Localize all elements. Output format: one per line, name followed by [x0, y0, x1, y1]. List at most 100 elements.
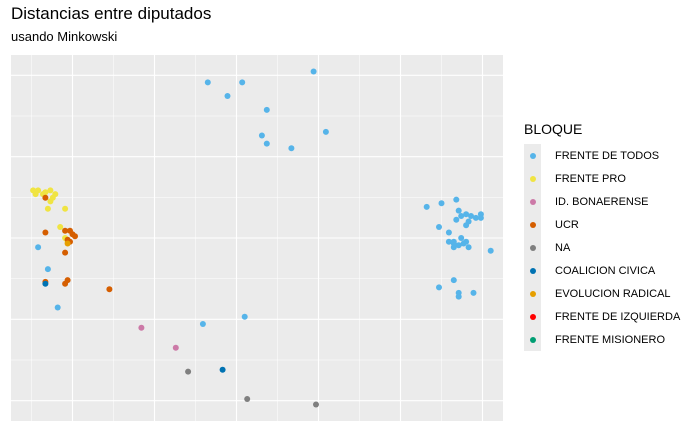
data-point	[460, 240, 467, 247]
legend-swatch	[530, 222, 536, 228]
legend-key	[524, 259, 541, 282]
data-point	[44, 266, 51, 273]
data-point	[258, 132, 265, 139]
data-point	[62, 280, 69, 287]
legend-key	[524, 167, 541, 190]
data-point	[470, 289, 477, 296]
legend: BLOQUE FRENTE DE TODOS FRENTE PRO ID. BO…	[524, 121, 680, 351]
grid-lines	[11, 55, 503, 421]
data-point	[204, 79, 211, 86]
series-ucr	[42, 194, 113, 293]
legend-item: UCR	[524, 213, 680, 236]
data-point	[42, 194, 49, 201]
series-frente-de-todos	[35, 68, 494, 327]
data-point	[453, 196, 460, 203]
data-point	[450, 277, 457, 284]
legend-swatch	[530, 199, 536, 205]
data-point	[62, 249, 69, 256]
data-point	[455, 207, 462, 214]
legend-item: FRENTE DE IZQUIERDA	[524, 305, 680, 328]
legend-label: NA	[555, 241, 571, 254]
data-point	[47, 198, 54, 205]
legend-label: ID. BONAERENSE	[555, 195, 649, 208]
data-point	[487, 247, 494, 254]
chart-title: Distancias entre diputados	[11, 4, 212, 23]
data-point	[458, 235, 465, 241]
data-point	[199, 321, 206, 327]
data-point	[313, 401, 319, 408]
series-coalicion-civica	[42, 280, 226, 373]
data-point	[42, 280, 49, 287]
data-point	[463, 222, 470, 229]
data-point	[288, 145, 295, 152]
legend-key	[524, 305, 541, 328]
chart-subtitle: usando Minkowski	[11, 29, 118, 44]
data-point	[458, 213, 465, 219]
data-point	[64, 240, 71, 247]
legend-item: FRENTE MISIONERO	[524, 328, 680, 351]
data-point	[453, 216, 460, 223]
legend-key	[524, 190, 541, 213]
legend-swatch	[530, 153, 536, 159]
legend-key	[524, 213, 541, 236]
data-point	[450, 244, 457, 251]
data-point	[44, 205, 51, 212]
data-point	[263, 106, 270, 113]
data-point	[455, 242, 462, 249]
series-evolucion-radical	[64, 240, 71, 247]
data-point	[219, 366, 226, 373]
legend-label: FRENTE MISIONERO	[555, 333, 666, 346]
legend-label: EVOLUCION RADICAL	[555, 287, 671, 300]
data-point	[472, 214, 479, 221]
data-point	[185, 368, 192, 375]
legend-swatch	[530, 245, 536, 251]
data-point	[477, 211, 484, 218]
data-point	[263, 140, 270, 147]
legend-label: FRENTE DE TODOS	[555, 149, 660, 162]
series-id-bonaerense	[138, 324, 179, 351]
legend-label: COALICION CIVICA	[555, 264, 656, 277]
legend-swatch	[530, 268, 536, 274]
data-point	[32, 191, 39, 198]
data-point	[468, 213, 474, 219]
data-point	[106, 286, 113, 293]
data-point	[138, 324, 145, 331]
data-point	[224, 93, 231, 99]
data-point	[62, 205, 69, 212]
legend-item: FRENTE PRO	[524, 167, 680, 190]
legend-item: ID. BONAERENSE	[524, 190, 680, 213]
legend-key	[524, 328, 541, 351]
legend-item: EVOLUCION RADICAL	[524, 282, 680, 305]
data-point	[463, 211, 470, 218]
data-point	[438, 200, 445, 207]
legend-key	[524, 236, 541, 259]
data-point	[172, 344, 179, 351]
legend-label: UCR	[555, 218, 579, 231]
data-point	[57, 224, 64, 230]
data-point	[72, 233, 78, 240]
legend-swatch	[530, 337, 536, 343]
data-point	[42, 229, 49, 236]
legend-key	[524, 282, 541, 305]
legend-swatch	[530, 176, 536, 182]
data-point	[465, 244, 472, 251]
data-point	[436, 224, 442, 230]
legend-item: NA	[524, 236, 680, 259]
data-point	[455, 293, 462, 300]
legend-swatch	[530, 314, 536, 320]
legend-item: FRENTE DE TODOS	[524, 144, 680, 167]
legend-item: COALICION CIVICA	[524, 259, 680, 282]
data-point	[445, 229, 452, 236]
data-point	[47, 187, 54, 194]
data-point	[239, 79, 246, 86]
data-point	[62, 227, 69, 234]
data-point	[244, 396, 251, 402]
data-point	[310, 68, 317, 75]
data-points	[30, 68, 494, 408]
legend-label: FRENTE PRO	[555, 172, 626, 185]
data-point	[445, 238, 452, 245]
legend-swatch	[530, 291, 536, 297]
legend-label: FRENTE DE IZQUIERDA	[555, 310, 681, 323]
data-point	[322, 128, 329, 135]
